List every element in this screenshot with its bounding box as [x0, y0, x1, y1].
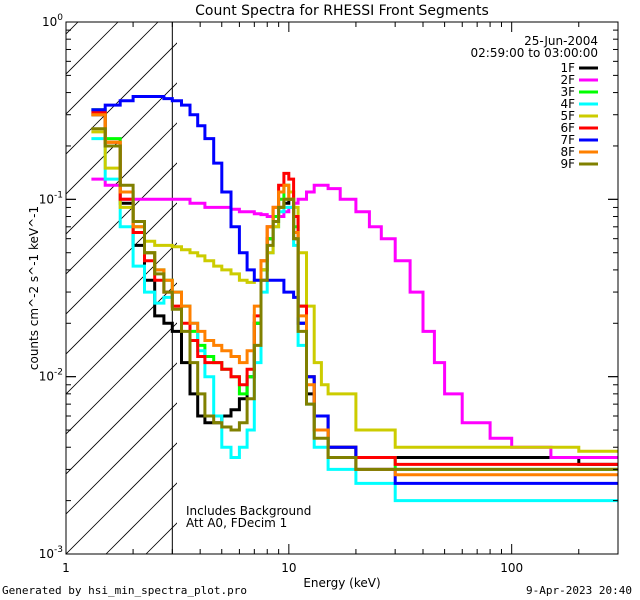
series-line-8F [91, 113, 618, 477]
series-line-4F [91, 137, 618, 503]
series-line-2F [91, 177, 618, 459]
x-tick-label: 10 [281, 561, 296, 575]
hatch-line [66, 442, 177, 554]
hatch-line [66, 402, 177, 515]
chart-title: Count Spectra for RHESSI Front Segments [195, 3, 489, 19]
y-tick-label: 100 [42, 13, 63, 29]
generation-timestamp: 9-Apr-2023 20:40 [526, 584, 632, 597]
plot-frame [65, 21, 619, 555]
y-tick-label: 10-1 [39, 190, 63, 206]
legend-label-7F: 7F [560, 133, 575, 147]
legend-label-8F: 8F [560, 145, 575, 159]
hatch-line [66, 202, 177, 315]
date-label: 25-Jun-2004 [524, 34, 598, 48]
time-range-label: 02:59:00 to 03:00:00 [471, 46, 598, 60]
attenuator-note: Att A0, FDecim 1 [186, 516, 287, 530]
hatch-line [66, 22, 159, 115]
legend-label-5F: 5F [560, 109, 575, 123]
legend-label-1F: 1F [560, 61, 575, 75]
y-tick-label: 10-2 [39, 368, 63, 384]
hatch-line [66, 362, 177, 475]
x-axis-label: Energy (keV) [303, 576, 380, 590]
y-axis-label: counts cm^-2 s^-1 keV^-1 [27, 206, 41, 370]
background-note: Includes Background [186, 504, 311, 518]
legend-label-9F: 9F [560, 157, 575, 171]
legend-label-4F: 4F [560, 97, 575, 111]
hatch-line [66, 42, 177, 155]
series-layer [91, 95, 618, 503]
x-tick-label: 1 [62, 561, 70, 575]
hatch-line [66, 82, 177, 195]
series-line-7F [91, 95, 618, 485]
axis-ticks: 1 10 100 10-3 10-2 10-1 100 [39, 13, 619, 575]
x-tick-label: 100 [500, 561, 523, 575]
legend-label-3F: 3F [560, 85, 575, 99]
legend-label-2F: 2F [560, 73, 575, 87]
hatch-line [66, 242, 177, 355]
series-line-9F [91, 127, 618, 471]
legend-label-6F: 6F [560, 121, 575, 135]
generated-by-note: Generated by hsi_min_spectra_plot.pro [2, 584, 248, 597]
y-tick-label: 10-3 [39, 545, 63, 561]
